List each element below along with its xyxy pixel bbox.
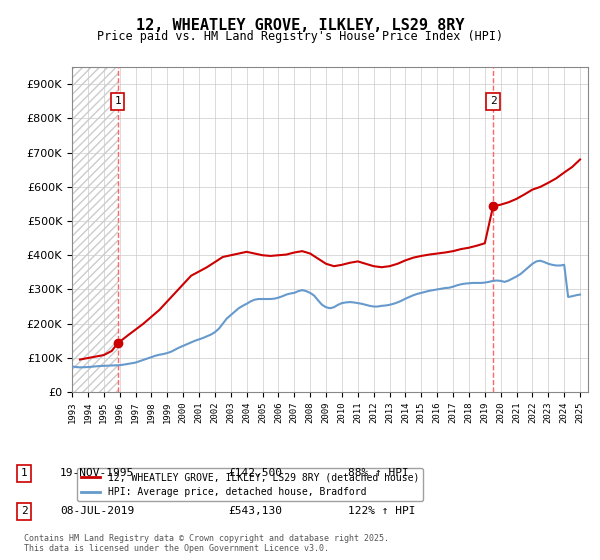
Text: 12, WHEATLEY GROVE, ILKLEY, LS29 8RY: 12, WHEATLEY GROVE, ILKLEY, LS29 8RY bbox=[136, 18, 464, 33]
Text: 2: 2 bbox=[20, 506, 28, 516]
Text: £543,130: £543,130 bbox=[228, 506, 282, 516]
Text: £142,500: £142,500 bbox=[228, 468, 282, 478]
Text: 1: 1 bbox=[20, 468, 28, 478]
Text: 122% ↑ HPI: 122% ↑ HPI bbox=[348, 506, 415, 516]
Text: 19-NOV-1995: 19-NOV-1995 bbox=[60, 468, 134, 478]
Text: 2: 2 bbox=[490, 96, 496, 106]
Text: 08-JUL-2019: 08-JUL-2019 bbox=[60, 506, 134, 516]
Text: Price paid vs. HM Land Registry's House Price Index (HPI): Price paid vs. HM Land Registry's House … bbox=[97, 30, 503, 43]
Text: 1: 1 bbox=[115, 96, 121, 106]
Text: Contains HM Land Registry data © Crown copyright and database right 2025.
This d: Contains HM Land Registry data © Crown c… bbox=[24, 534, 389, 553]
Legend: 12, WHEATLEY GROVE, ILKLEY, LS29 8RY (detached house), HPI: Average price, detac: 12, WHEATLEY GROVE, ILKLEY, LS29 8RY (de… bbox=[77, 468, 423, 501]
Text: 88% ↑ HPI: 88% ↑ HPI bbox=[348, 468, 409, 478]
